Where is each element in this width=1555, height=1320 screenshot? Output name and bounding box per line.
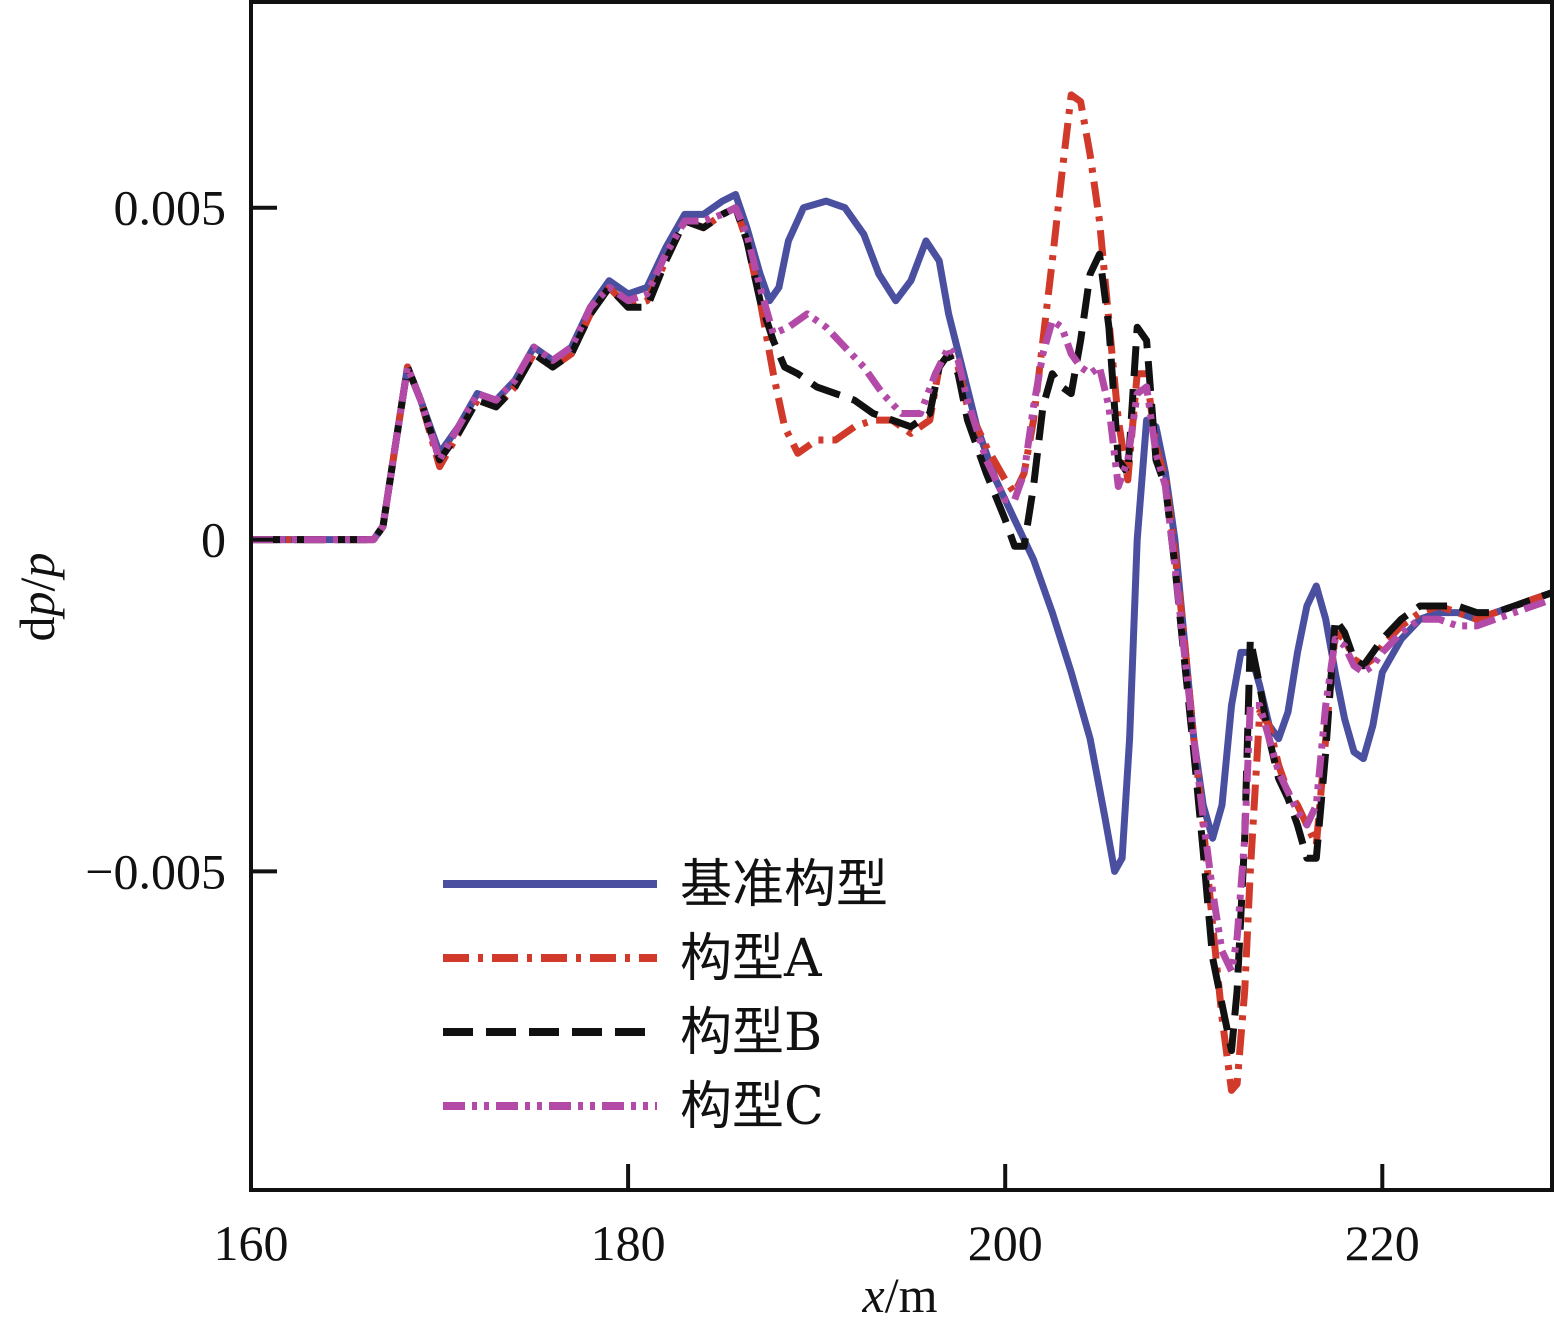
y-axis-sep: / bbox=[9, 577, 65, 591]
y-axis-var2: p bbox=[9, 553, 65, 581]
plot-frame bbox=[249, 0, 1554, 1192]
y-tick-label-2: −0.005 bbox=[85, 843, 226, 899]
series-line-3 bbox=[251, 204, 1552, 1055]
x-tick-label-0: 160 bbox=[214, 1215, 289, 1271]
x-tick-label-3: 220 bbox=[1345, 1215, 1420, 1271]
axis-ticks: 160 180 200 220 0.005 0 −0.005 bbox=[85, 180, 1420, 1271]
x-axis-var: x bbox=[862, 1267, 885, 1320]
series-layer bbox=[251, 91, 1552, 1094]
x-tick-label-2: 200 bbox=[968, 1215, 1043, 1271]
y-axis-label: dp/p bbox=[9, 553, 65, 642]
y-tick-label-1: 0 bbox=[201, 512, 226, 568]
legend-label-2: 构型A bbox=[680, 929, 823, 989]
series-line-1 bbox=[251, 191, 1552, 875]
x-axis-unit: /m bbox=[885, 1267, 938, 1320]
x-tick-label-1: 180 bbox=[591, 1215, 666, 1271]
y-axis-var1: p bbox=[9, 591, 65, 619]
legend-label-3: 构型B bbox=[680, 1003, 822, 1063]
y-axis-d: d bbox=[9, 616, 65, 641]
legend-label-4: 构型C bbox=[680, 1077, 824, 1137]
series-line-2 bbox=[251, 91, 1552, 1094]
y-tick-label-0: 0.005 bbox=[114, 180, 227, 236]
legend-label-1: 基准构型 bbox=[680, 855, 888, 915]
series-line-4 bbox=[251, 204, 1552, 975]
x-axis-label: x/m bbox=[862, 1267, 938, 1320]
